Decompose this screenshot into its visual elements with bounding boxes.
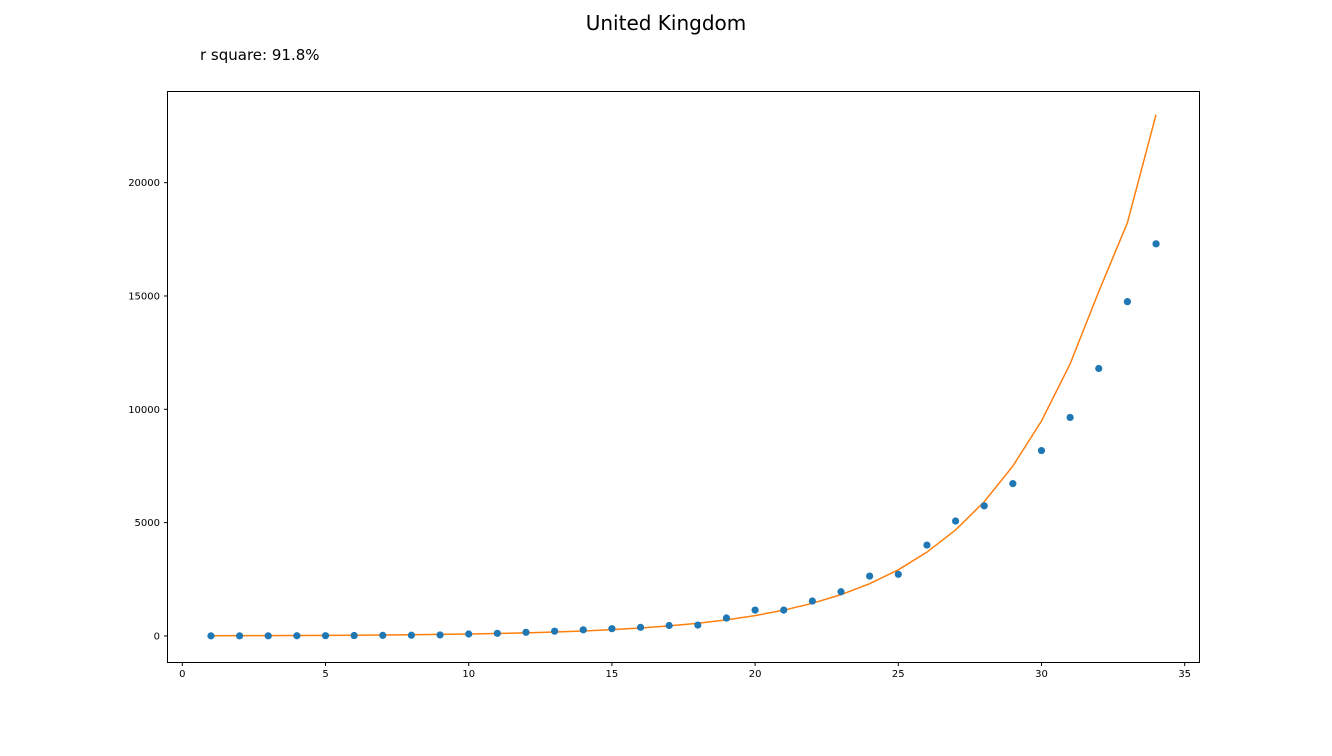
data-point <box>235 632 244 640</box>
data-point <box>894 570 902 578</box>
data-point <box>1152 240 1160 248</box>
data-point <box>808 597 816 605</box>
data-point <box>665 621 673 630</box>
x-tick-label: 15 <box>606 669 619 680</box>
data-point <box>1037 446 1046 455</box>
data-point <box>923 541 931 549</box>
data-point <box>465 630 473 638</box>
data-point <box>436 631 444 639</box>
x-tick-label: 0 <box>179 669 185 680</box>
fit-line <box>210 114 1157 637</box>
data-point <box>264 632 272 640</box>
x-tick-label: 35 <box>1178 669 1191 680</box>
data-point <box>522 628 530 636</box>
data-point <box>951 517 960 525</box>
data-point <box>207 632 215 640</box>
y-axis: 0 5000 10000 15000 20000 <box>128 178 168 642</box>
data-point <box>722 614 731 622</box>
data-point <box>579 626 587 634</box>
data-point <box>751 606 759 614</box>
data-point <box>636 623 645 631</box>
data-point <box>608 625 616 633</box>
data-point <box>379 631 387 639</box>
data-point <box>837 588 845 596</box>
x-tick-label: 30 <box>1035 669 1048 680</box>
y-tick-label: 15000 <box>128 291 160 302</box>
y-tick-label: 0 <box>154 631 160 642</box>
data-point <box>694 621 702 629</box>
y-tick-label: 5000 <box>135 518 160 529</box>
fit-line-series <box>210 114 1157 637</box>
data-point <box>350 631 358 640</box>
data-point <box>551 627 559 635</box>
x-tick-label: 20 <box>749 669 762 680</box>
data-point <box>407 631 416 639</box>
x-tick-label: 25 <box>892 669 905 680</box>
data-point <box>493 629 501 637</box>
x-axis: 0 5 10 15 20 25 30 35 <box>179 662 1191 680</box>
data-point <box>293 632 301 640</box>
data-point <box>321 632 330 640</box>
plot-area-frame <box>167 91 1200 663</box>
chart-title: United Kingdom <box>586 11 747 35</box>
x-tick-label: 5 <box>322 669 328 680</box>
data-point <box>1123 298 1132 306</box>
data-point <box>1009 480 1017 488</box>
data-point <box>866 572 874 580</box>
scatter-series <box>207 240 1160 640</box>
data-point <box>780 606 788 614</box>
chart-subtitle: r square: 91.8% <box>200 46 320 64</box>
y-tick-label: 10000 <box>128 405 160 416</box>
x-tick-label: 10 <box>462 669 475 680</box>
data-point <box>1095 364 1103 373</box>
y-tick-label: 20000 <box>128 178 160 189</box>
data-point <box>980 502 988 510</box>
data-point <box>1066 413 1074 422</box>
